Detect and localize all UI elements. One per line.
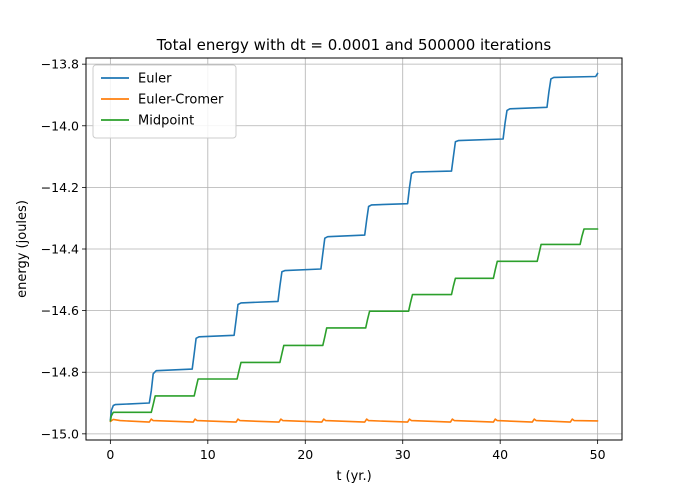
- x-tick-label: 0: [106, 447, 114, 462]
- legend-label: Euler: [138, 72, 172, 87]
- axis-ticks: 0 10 20 30 40 50 −15.0 −14.8 −14.6 −14.4 −14.2 −14.…: [41, 57, 606, 462]
- x-tick-label: 40: [492, 447, 508, 462]
- series-line-euler: [109, 72, 599, 421]
- series-lines: [109, 72, 599, 423]
- y-tick-label: −14.0: [41, 118, 79, 133]
- legend-label: Euler-Cromer: [138, 93, 224, 108]
- y-axis-label: energy (joules): [15, 200, 30, 298]
- y-tick-label: −14.6: [41, 303, 79, 318]
- legend: Euler Euler-Cromer Midpoint: [92, 64, 237, 139]
- y-tick-label: −14.2: [41, 180, 79, 195]
- x-axis-label: t (yr.): [336, 469, 371, 484]
- y-tick-label: −15.0: [41, 426, 79, 441]
- y-tick-label: −14.4: [41, 242, 79, 257]
- grid-lines: [86, 58, 622, 440]
- y-tick-label: −14.8: [41, 365, 79, 380]
- x-tick-label: 20: [297, 447, 313, 462]
- x-tick-label: 30: [395, 447, 411, 462]
- y-tick-label: −13.8: [41, 57, 79, 72]
- series-line-euler-cromer: [109, 418, 599, 423]
- chart-title: Total energy with dt = 0.0001 and 500000…: [156, 36, 552, 54]
- x-tick-label: 50: [590, 447, 606, 462]
- legend-label: Midpoint: [138, 114, 194, 129]
- x-tick-label: 10: [200, 447, 216, 462]
- series-line-midpoint: [109, 228, 599, 422]
